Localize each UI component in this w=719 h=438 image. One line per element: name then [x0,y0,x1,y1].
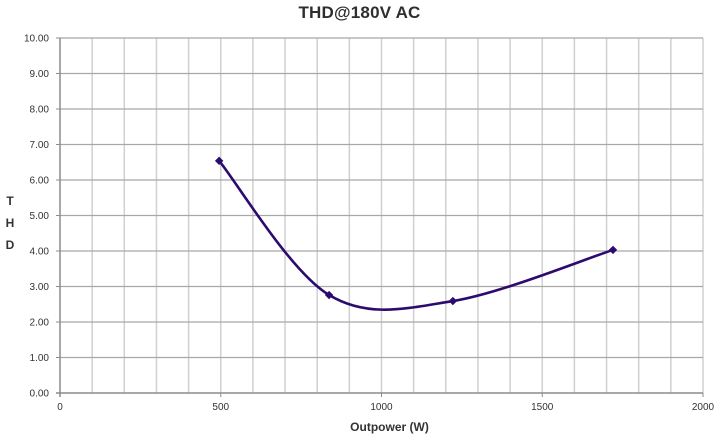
y-tick-label: 4.00 [30,247,50,258]
y-tick-label: 2.00 [30,318,50,329]
x-axis-ticks: 0 500 1000 1500 2000 [57,393,715,413]
chart-title: THD@180V AC [298,3,421,22]
x-tick-label: 1500 [531,402,554,413]
diamond-marker-icon [324,290,334,300]
x-tick-label: 0 [57,402,63,413]
grid-lines [60,37,704,393]
y-tick-label: 6.00 [30,176,50,187]
y-axis-label-letter: D [5,238,15,252]
y-tick-label: 9.00 [30,69,50,80]
y-tick-label: 8.00 [30,105,50,116]
y-tick-label: 5.00 [30,211,50,222]
y-tick-label: 3.00 [30,282,50,293]
series-line [217,159,615,311]
diamond-marker-icon [608,245,618,255]
x-axis-label: Outpower (W) [350,420,429,434]
data-series [214,156,618,311]
y-axis-label-letter: T [6,194,14,208]
x-tick-label: 2000 [692,402,715,413]
x-tick-label: 1000 [370,402,393,413]
y-axis-ticks: 0.00 1.00 2.00 3.00 4.00 5.00 6.00 7.00 8.00 9.00… [24,34,60,400]
y-tick-label: 7.00 [30,140,50,151]
diamond-marker-icon [214,156,224,166]
y-axis-label: T H D [3,190,17,256]
y-tick-label: 0.00 [30,389,50,400]
y-tick-label: 10.00 [24,34,49,45]
diamond-marker-icon [448,296,458,306]
y-tick-label: 1.00 [30,353,50,364]
x-tick-label: 500 [212,402,229,413]
axes [56,38,703,397]
y-axis-label-letter: H [5,216,15,230]
